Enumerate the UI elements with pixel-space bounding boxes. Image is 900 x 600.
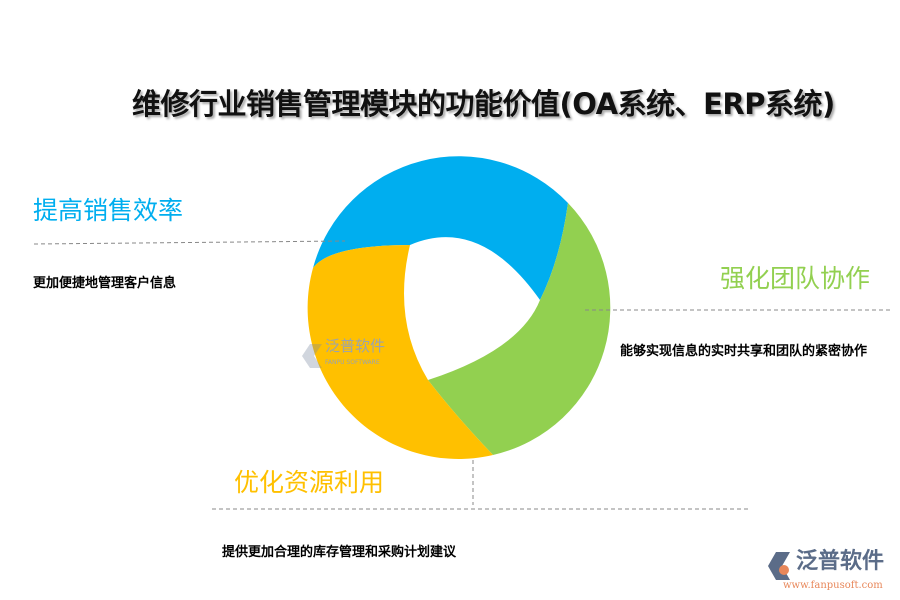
- watermark-name: 泛普软件: [325, 337, 386, 355]
- desc-resources: 提供更加合理的库存管理和采购计划建议: [222, 545, 457, 560]
- desc-teamwork: 能够实现信息的实时共享和团队的紧密协作: [620, 344, 868, 359]
- page-title: 维修行业销售管理模块的功能价值(OA系统、ERP系统): [132, 87, 835, 121]
- segment-blue: [313, 156, 568, 300]
- heading-resources: 优化资源利用: [234, 468, 385, 497]
- watermark-icon: [302, 344, 322, 368]
- logo-url: www.fanpusoft.com: [783, 580, 883, 591]
- connector-lines: [33, 240, 890, 510]
- segment-green: [428, 203, 611, 455]
- logo-name: 泛普软件: [796, 549, 885, 574]
- segment-yellow: [307, 245, 493, 459]
- desc-efficiency: 更加便捷地管理客户信息: [33, 276, 177, 291]
- heading-teamwork: 强化团队协作: [720, 264, 871, 293]
- logo-icon: [768, 552, 790, 580]
- heading-efficiency: 提高销售效率: [33, 196, 184, 225]
- watermark-sub: FANPU SOFTWARE: [325, 359, 380, 366]
